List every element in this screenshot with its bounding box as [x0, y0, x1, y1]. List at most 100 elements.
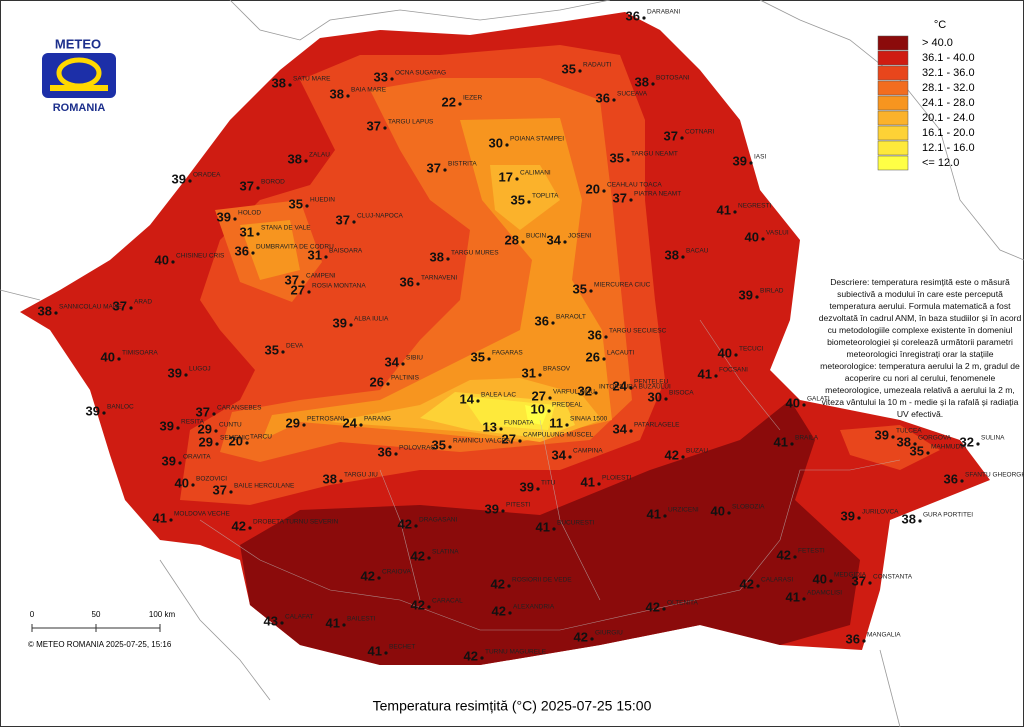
station-value: 38 — [897, 434, 911, 449]
station-dot — [394, 452, 398, 456]
station-name: URZICENI — [668, 507, 699, 514]
legend-label: > 40.0 — [922, 37, 953, 49]
station-value: 41 — [647, 506, 661, 521]
station-dot — [117, 357, 121, 361]
station-dot — [642, 16, 646, 20]
description: Descriere: temperatura resimțită este o … — [818, 277, 1022, 419]
station-name: CALIMANI — [520, 170, 551, 177]
station-value: 31 — [240, 224, 254, 239]
station-dot — [288, 83, 292, 87]
station-name: TARGU JIU — [344, 472, 378, 479]
station-value: 36 — [588, 327, 602, 342]
station-value: 42 — [646, 599, 660, 614]
station-value: 38 — [902, 511, 916, 526]
station-name: PITESTI — [506, 502, 531, 509]
legend-swatch — [877, 155, 909, 171]
station-dot — [256, 232, 260, 236]
station-name: BRAILA — [795, 435, 819, 442]
logo-line1: METEO — [55, 36, 101, 51]
station-dot — [256, 186, 260, 190]
station-value: 41 — [774, 434, 788, 449]
station-value: 14 — [460, 391, 475, 406]
station-value: 38 — [288, 151, 302, 166]
station-value: 34 — [547, 232, 562, 247]
station-value: 39 — [733, 153, 747, 168]
station-value: 38 — [38, 303, 52, 318]
station-value: 36 — [626, 8, 640, 23]
logo-bar — [50, 85, 108, 91]
station-dot — [233, 217, 237, 221]
station-dot — [377, 576, 381, 580]
station-name: HOLOD — [238, 210, 261, 217]
station-dot — [188, 179, 192, 183]
temperature-zones — [20, 12, 990, 665]
station-name: PIATRA NEAMT — [634, 191, 681, 198]
station-dot — [552, 527, 556, 531]
station-value: 35 — [562, 61, 576, 76]
station-name: SEMENIC — [220, 435, 250, 442]
station-dot — [169, 518, 173, 522]
station-dot — [733, 210, 737, 214]
station-dot — [499, 427, 503, 431]
station-name: SFANTU GHEORGHE — [965, 472, 1024, 479]
station-value: 27 — [291, 282, 305, 297]
station-dot — [215, 442, 219, 446]
station-value: 38 — [272, 75, 286, 90]
station-name: ORADEA — [193, 172, 221, 179]
station-value: 36 — [378, 444, 392, 459]
station-dot — [212, 412, 216, 416]
legend-label: 24.1 - 28.0 — [922, 97, 975, 109]
station-dot — [515, 177, 519, 181]
station-dot — [802, 403, 806, 407]
station-dot — [384, 651, 388, 655]
station-value: 39 — [875, 427, 889, 442]
station-name: TARNAVENI — [421, 275, 457, 282]
station-dot — [612, 98, 616, 102]
station-dot — [352, 220, 356, 224]
station-value: 28 — [505, 232, 519, 247]
station-dot — [427, 556, 431, 560]
station-dot — [602, 189, 606, 193]
station-value: 26 — [586, 349, 600, 364]
station-name: JOSENI — [568, 233, 592, 240]
station-name: ADAMCLISI — [807, 590, 842, 597]
legend-label: <= 12.0 — [922, 157, 959, 169]
station-value: 36 — [400, 274, 414, 289]
station-dot — [487, 357, 491, 361]
station-dot — [414, 524, 418, 528]
station-name: DARABANI — [647, 9, 680, 16]
station-dot — [680, 136, 684, 140]
station-dot — [926, 451, 930, 455]
legend-label: 36.1 - 40.0 — [922, 52, 975, 64]
station-dot — [551, 321, 555, 325]
station-value: 39 — [160, 418, 174, 433]
station-name: RADAUTI — [583, 62, 612, 69]
station-dot — [324, 255, 328, 259]
station-name: CALARASI — [761, 577, 793, 584]
station-value: 31 — [308, 247, 322, 262]
station-name: OCNA SUGATAG — [395, 70, 446, 77]
station-name: PENTELEU — [634, 379, 669, 386]
station-name: SLATINA — [432, 549, 459, 556]
station-value: 41 — [536, 519, 550, 534]
scale-label: 100 km — [149, 610, 176, 619]
station-name: BOTOSANI — [656, 75, 690, 82]
station-value: 38 — [665, 247, 679, 262]
station-value: 27 — [502, 431, 516, 446]
station-value: 29 — [198, 421, 212, 436]
station-value: 42 — [740, 576, 754, 591]
station-dot — [346, 94, 350, 98]
station-name: PARANG — [364, 416, 391, 423]
station-value: 26 — [370, 374, 384, 389]
legend-swatch — [877, 140, 909, 156]
station-value: 42 — [574, 629, 588, 644]
logo: METEO ROMANIA — [42, 36, 116, 114]
station-value: 40 — [745, 229, 759, 244]
station-name: FETESTI — [798, 548, 825, 555]
station-dot — [734, 353, 738, 357]
station-value: 31 — [522, 365, 536, 380]
station-name: NEGRESTI — [738, 203, 771, 210]
station-value: 36 — [846, 631, 860, 646]
station-dot — [54, 311, 58, 315]
station-value: 43 — [264, 613, 278, 628]
